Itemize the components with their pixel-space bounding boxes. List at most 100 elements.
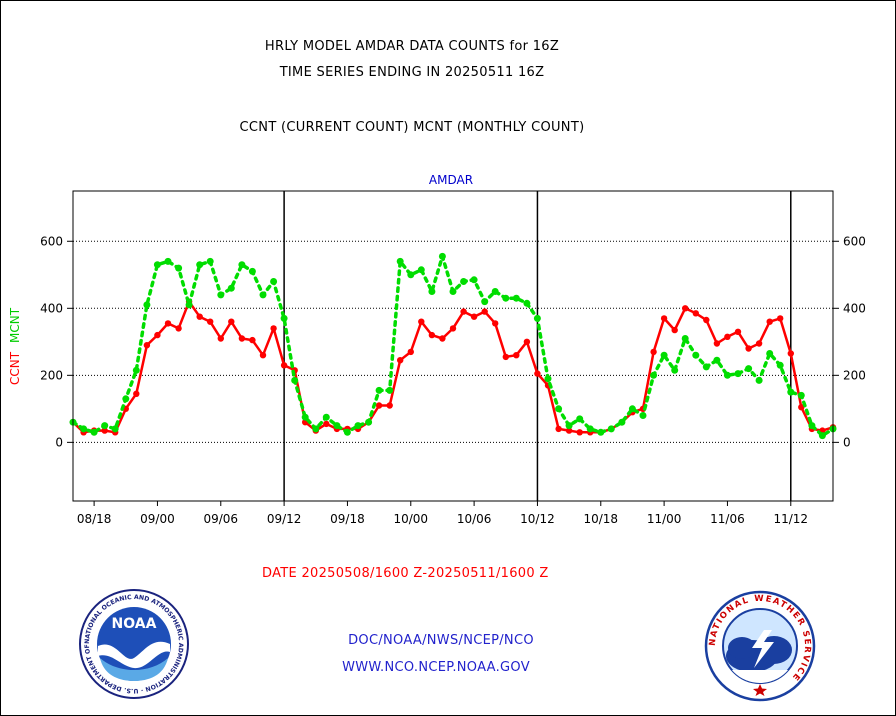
data-point-ccnt [270,325,277,332]
data-point-ccnt [787,350,794,357]
x-tick-label: 09/18 [330,512,365,526]
series-legend-line: CCNT (CURRENT COUNT) MCNT (MONTHLY COUNT… [239,120,585,135]
data-point-mcnt [365,418,373,426]
data-point-mcnt [755,376,763,384]
y-axis-label-mcnt: MCNT [8,307,22,343]
data-point-ccnt [481,308,488,315]
data-point-mcnt [576,415,584,423]
data-point-mcnt [734,370,742,378]
data-point-mcnt [586,425,594,433]
data-point-mcnt [702,363,710,371]
data-point-mcnt [185,301,193,309]
data-point-mcnt [396,257,404,265]
series-line-mcnt [71,254,835,438]
data-point-mcnt [238,261,246,269]
data-point-mcnt [523,299,531,307]
website-link[interactable]: WWW.NCO.NCEP.NOAA.GOV [342,660,530,675]
data-point-mcnt [776,361,784,369]
data-point-mcnt [280,314,288,322]
data-point-mcnt [259,291,267,299]
data-point-ccnt [513,352,520,359]
y-tick-label-right: 400 [843,301,866,315]
data-point-mcnt [639,412,647,419]
data-point-mcnt [502,294,510,302]
data-point-mcnt [227,284,235,292]
data-point-ccnt [713,340,721,347]
data-point-mcnt [417,266,425,274]
data-point-mcnt [745,365,753,373]
data-point-mcnt [544,375,552,383]
data-point-ccnt [555,425,562,433]
data-point-mcnt [122,395,130,403]
data-point-mcnt [650,371,658,379]
data-point-ccnt [259,352,267,359]
data-point-ccnt [565,427,573,434]
data-point-ccnt [492,320,499,327]
data-point-mcnt [438,252,446,260]
data-point-mcnt [692,351,700,359]
data-point-mcnt [386,386,394,394]
data-point-mcnt [375,386,383,394]
data-point-mcnt [407,271,415,279]
date-range-label: DATE 20250508/1600 Z-20250511/1600 Z [262,566,549,581]
data-point-ccnt [386,402,393,409]
data-point-ccnt [766,318,773,325]
data-point-ccnt [418,318,425,325]
data-point-mcnt [533,314,541,322]
y-tick-label-left: 200 [40,368,63,382]
data-point-ccnt [397,357,404,364]
data-point-mcnt [301,413,309,421]
data-point-mcnt [481,298,489,306]
data-point-mcnt [217,291,225,299]
x-tick-label: 10/00 [393,512,428,526]
data-point-mcnt [597,428,605,436]
noaa-logo-text: NOAA [112,616,157,632]
data-point-mcnt [671,366,679,374]
data-point-mcnt [565,422,573,430]
data-point-mcnt [723,371,731,379]
x-tick-label: 09/06 [203,512,238,526]
data-point-mcnt [206,257,214,265]
data-point-ccnt [175,325,182,332]
data-point-ccnt [439,335,446,342]
data-point-mcnt [787,388,795,396]
data-point-mcnt [766,350,774,357]
y-axis-label-ccnt: CCNT [8,351,22,385]
chart-title-line2: TIME SERIES ENDING IN 20250511 16Z [279,65,545,80]
data-point-ccnt [228,318,235,325]
data-point-mcnt [164,257,172,265]
data-point-mcnt [312,425,320,433]
data-point-mcnt [818,432,826,440]
data-point-ccnt [323,420,330,428]
data-point-ccnt [777,315,784,322]
data-point-ccnt [407,348,414,356]
axis-labels: 0 0 200 200 400 400 600 600 08/18 09/00 09/06 09/12… [40,234,866,526]
data-point-ccnt [196,313,203,320]
data-point-ccnt [692,310,699,317]
data-point-ccnt [428,331,436,339]
gridlines [73,240,833,443]
x-tick-label: 11/00 [647,512,682,526]
data-point-ccnt [164,320,172,327]
data-point-mcnt [132,366,140,374]
data-point-mcnt [80,425,88,433]
data-point-mcnt [90,428,98,436]
data-point-ccnt [460,308,467,315]
data-point-ccnt [745,345,752,352]
noaa-logo: NATIONAL OCEANIC AND ATMOSPHERIC ADMINIS… [78,588,189,699]
y-tick-label-right: 600 [843,234,866,248]
data-point-ccnt [502,353,509,361]
data-point-ccnt [650,348,657,356]
x-tick-label: 11/06 [710,512,745,526]
y-tick-label-right: 0 [843,435,851,449]
data-point-mcnt [618,418,626,426]
data-point-mcnt [101,422,109,430]
chart-subtitle: AMDAR [429,173,473,187]
data-point-ccnt [724,333,731,340]
series-lines [69,252,837,440]
data-point-ccnt [576,429,583,436]
data-point-mcnt [660,351,668,359]
data-point-ccnt [682,305,689,312]
data-point-mcnt [470,276,478,284]
